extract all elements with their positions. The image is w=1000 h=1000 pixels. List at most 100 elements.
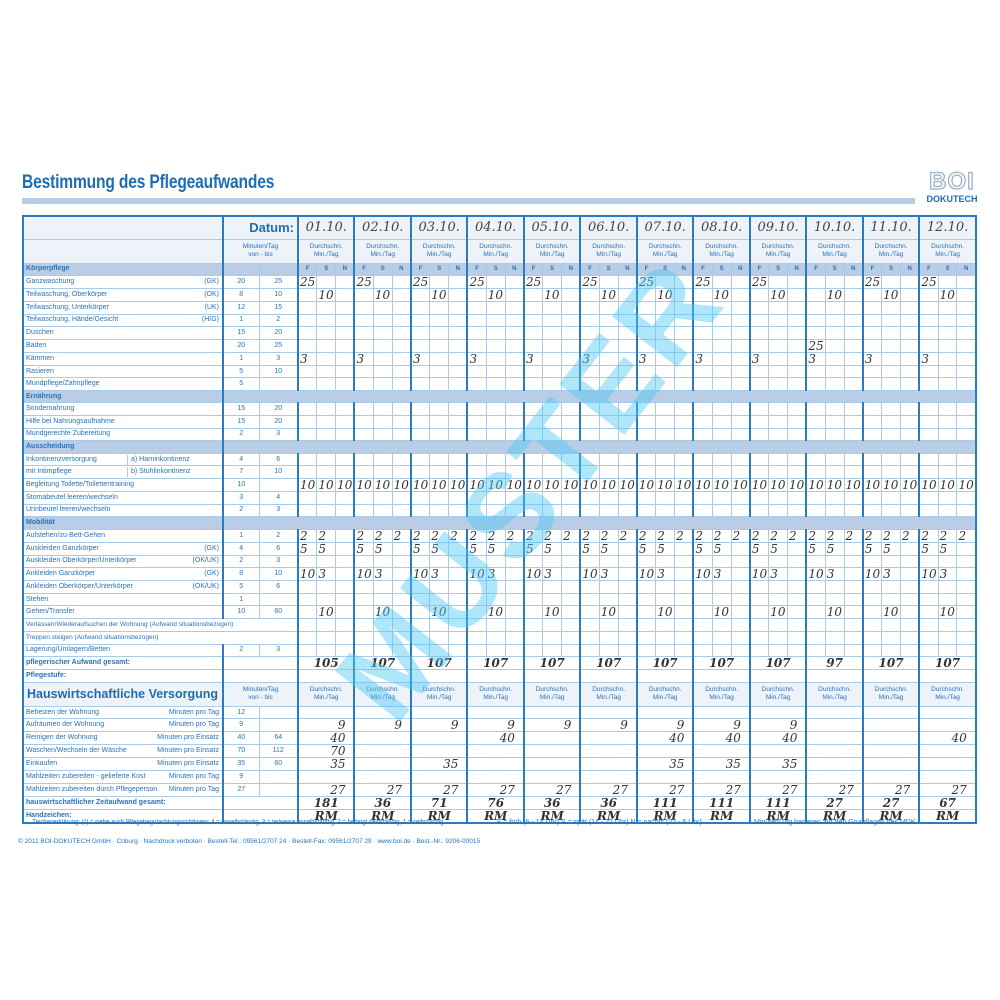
entry-N <box>448 288 468 302</box>
section-title: Mobilität <box>22 516 224 530</box>
entry-F <box>353 301 374 315</box>
entry-N: 2 <box>448 528 468 543</box>
entry-N <box>561 351 581 366</box>
entry-S <box>598 592 619 607</box>
household-title: Hauswirtschaftliche Versorgung <box>22 681 224 707</box>
entry-F <box>692 288 713 302</box>
entry-F: 5 <box>918 541 939 556</box>
entry-F <box>805 605 826 620</box>
entry-N <box>335 490 355 505</box>
activity-code: (OK/UK) <box>192 557 219 565</box>
entry-F <box>635 364 657 379</box>
care-total-row: pflegerischer Aufwand gesamt: 105 107 107 10… <box>22 656 977 671</box>
care-level-value <box>635 669 694 683</box>
entry-F <box>297 402 318 417</box>
title-bar <box>22 198 915 204</box>
activity-label: Stehen <box>26 595 49 603</box>
min-bis: 6 <box>258 452 299 467</box>
entry-N <box>617 567 638 582</box>
entry-F <box>353 465 374 479</box>
entry-N <box>504 554 525 569</box>
entry-S: 10 <box>655 477 676 492</box>
care-row: Verlassen/Wiederaufsuchen der Wohnung (A… <box>22 618 977 632</box>
avg-min-per-day-label: Durchschn. Min./Tag <box>918 681 977 707</box>
care-level-label: Pflegestufe: <box>22 669 224 683</box>
entry-F <box>635 377 657 391</box>
entry-F <box>466 631 487 645</box>
entry-N <box>843 554 864 569</box>
entry-N <box>843 427 864 442</box>
footer: © 2011 BOI-DOKUTECH GmbH · Coburg · Nach… <box>18 838 481 845</box>
entry-N <box>674 452 694 467</box>
household-value <box>918 744 977 759</box>
entry-F <box>297 288 318 302</box>
entry-S: 3 <box>429 567 450 582</box>
entry-S <box>655 377 676 391</box>
entry-N <box>391 465 412 479</box>
entry-S: 3 <box>768 567 789 582</box>
entry-N <box>730 288 751 302</box>
entry-F: 25 <box>918 275 939 289</box>
household-value: 9 <box>579 718 638 733</box>
entry-F <box>805 580 826 594</box>
entry-S <box>711 580 732 594</box>
shift-N: N <box>617 262 638 276</box>
blank <box>222 656 299 671</box>
entry-F: 2 <box>918 528 939 543</box>
entry-F: 25 <box>297 275 318 289</box>
avg-min-per-day-label: Durchschn. Min./Tag <box>692 238 751 264</box>
entry-F: 2 <box>805 528 826 543</box>
entry-F <box>522 643 544 658</box>
entry-S: 5 <box>768 541 789 556</box>
entry-S <box>485 490 506 505</box>
entry-F <box>748 338 770 353</box>
min-von: 20 <box>222 275 260 289</box>
entry-N <box>617 338 638 353</box>
entry-S <box>937 554 958 569</box>
household-value <box>296 705 355 720</box>
entry-S <box>372 452 393 467</box>
date-11: 11.10. <box>861 215 920 240</box>
entry-S <box>768 415 789 429</box>
entry-S <box>881 618 901 632</box>
entry-F <box>409 554 431 569</box>
household-total-value: 111 <box>748 795 807 810</box>
entry-F <box>861 288 883 302</box>
entry-S <box>711 364 732 379</box>
activity-cell: Ankleiden Ganzkörper (GK) <box>22 567 224 582</box>
activity-code: (H/G) <box>201 316 219 324</box>
legend-basis: Minuten/Tag basieren auf den Grundlagen … <box>754 819 916 826</box>
entry-S <box>937 338 958 353</box>
entry-N <box>956 351 977 366</box>
shift-F: F <box>692 262 713 276</box>
entry-F <box>409 580 431 594</box>
entry-N <box>787 503 807 518</box>
household-value <box>466 705 525 720</box>
entry-S <box>881 338 901 353</box>
entry-S <box>542 364 563 379</box>
household-value <box>522 744 581 759</box>
care-row: Teilwaschung, Oberkörper (OK) 8 10 10 10 10 10 1… <box>22 288 977 302</box>
entry-S <box>598 643 619 658</box>
activity-cell: Urinbeutel leeren/wechseln <box>22 503 224 518</box>
blank <box>222 795 299 810</box>
min-bis: 3 <box>258 351 299 366</box>
entry-F <box>861 338 883 353</box>
entry-S: 3 <box>316 567 337 582</box>
entry-S: 10 <box>372 605 393 620</box>
entry-S <box>937 415 958 429</box>
avg-min-per-day-label: Durchschn. Min./Tag <box>579 238 638 264</box>
min-bis: 15 <box>258 301 299 315</box>
household-row: Reinigen der Wohnung Minuten pro Einsatz 4… <box>22 731 977 746</box>
entry-F <box>579 402 600 417</box>
entry-S <box>824 313 845 328</box>
care-total-value: 107 <box>409 656 468 671</box>
entry-S <box>429 326 450 340</box>
entry-N <box>391 452 412 467</box>
entry-S <box>768 503 789 518</box>
entry-F <box>409 490 431 505</box>
shift-S: S <box>824 262 845 276</box>
entry-S <box>542 618 563 632</box>
entry-S <box>881 490 901 505</box>
avg-min-per-day-label: Durchschn. Min./Tag <box>522 681 581 707</box>
